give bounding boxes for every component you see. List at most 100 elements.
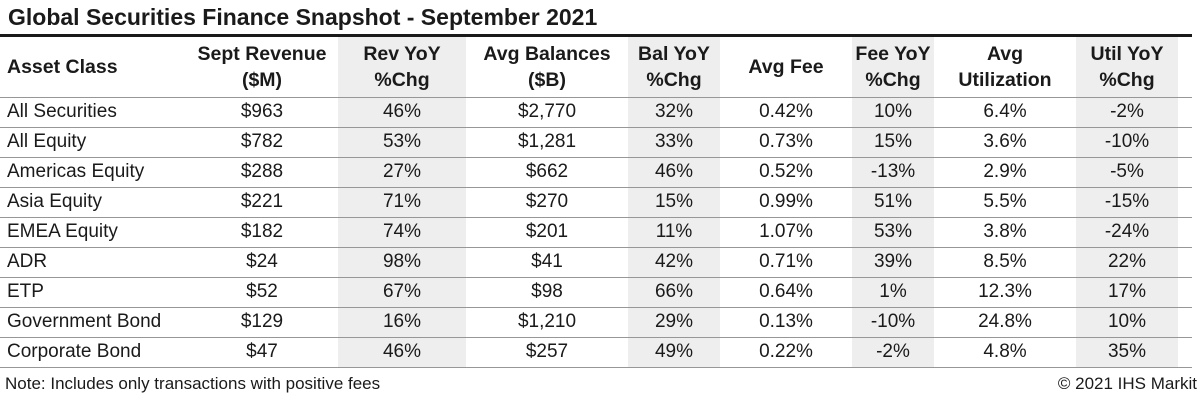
row-filler [1178,337,1192,368]
value-cell-bal-yoy-chg: 46% [628,157,720,188]
securities-finance-table: Asset Class Sept Revenue ($M) Rev YoY %Chg Av… [0,37,1192,368]
value-cell-fee-yoy-chg: 39% [852,247,934,278]
value-cell-avg-balances-b: $1,281 [466,127,628,158]
value-cell-avg-balances-b: $41 [466,247,628,278]
asset-class-cell: ETP [0,277,186,308]
row-filler [1178,217,1192,248]
value-cell-bal-yoy-chg: 32% [628,97,720,128]
column-header-line: %Chg [865,68,921,91]
column-header-avg-fee: Avg Fee [720,37,852,98]
row-filler [1178,187,1192,218]
value-cell-avg-utilization: 6.4% [934,97,1076,128]
value-cell-sept-revenue-m: $47 [186,337,338,368]
table-row: Asia Equity $221 71% $270 15% 0.99% 51% 5.5% -15… [0,187,1192,218]
value-cell-rev-yoy-chg: 98% [338,247,466,278]
value-cell-rev-yoy-chg: 46% [338,97,466,128]
value-cell-fee-yoy-chg: -2% [852,337,934,368]
value-cell-avg-fee: 0.42% [720,97,852,128]
asset-class-cell: Americas Equity [0,157,186,188]
value-cell-rev-yoy-chg: 27% [338,157,466,188]
column-header-line: %Chg [1099,68,1155,91]
value-cell-avg-fee: 1.07% [720,217,852,248]
row-filler [1178,277,1192,308]
row-filler [1178,307,1192,338]
value-cell-avg-utilization: 3.8% [934,217,1076,248]
row-filler [1178,157,1192,188]
asset-class-cell: All Securities [0,97,186,128]
column-header-asset-class: Asset Class [0,37,186,98]
asset-class-cell: Corporate Bond [0,337,186,368]
table-row: All Equity $782 53% $1,281 33% 0.73% 15% 3.6% -1… [0,127,1192,158]
header-filler [1178,37,1192,98]
column-header-fee-yoy-chg: Fee YoY %Chg [852,37,934,98]
column-header-line: Fee YoY [855,42,931,65]
value-cell-util-yoy-chg: 35% [1076,337,1178,368]
asset-class-cell: EMEA Equity [0,217,186,248]
column-header-line: Avg [986,42,1024,65]
asset-class-cell: All Equity [0,127,186,158]
value-cell-sept-revenue-m: $52 [186,277,338,308]
row-filler [1178,247,1192,278]
value-cell-rev-yoy-chg: 53% [338,127,466,158]
title-rule [0,34,1192,37]
column-header-bal-yoy-chg: Bal YoY %Chg [628,37,720,98]
value-cell-avg-balances-b: $201 [466,217,628,248]
value-cell-bal-yoy-chg: 33% [628,127,720,158]
value-cell-fee-yoy-chg: -13% [852,157,934,188]
table-row: Corporate Bond $47 46% $257 49% 0.22% -2% 4.8% 3… [0,337,1192,368]
row-filler [1178,127,1192,158]
value-cell-sept-revenue-m: $963 [186,97,338,128]
value-cell-fee-yoy-chg: 10% [852,97,934,128]
value-cell-util-yoy-chg: 22% [1076,247,1178,278]
value-cell-avg-utilization: 4.8% [934,337,1076,368]
value-cell-rev-yoy-chg: 67% [338,277,466,308]
value-cell-rev-yoy-chg: 74% [338,217,466,248]
value-cell-avg-utilization: 2.9% [934,157,1076,188]
page-title: Global Securities Finance Snapshot - Sep… [8,4,598,30]
value-cell-avg-fee: 0.22% [720,337,852,368]
table-row: ADR $24 98% $41 42% 0.71% 39% 8.5% 22% [0,247,1192,278]
value-cell-avg-utilization: 5.5% [934,187,1076,218]
value-cell-bal-yoy-chg: 29% [628,307,720,338]
column-header-line: Sept Revenue [197,42,327,65]
value-cell-bal-yoy-chg: 11% [628,217,720,248]
value-cell-fee-yoy-chg: 15% [852,127,934,158]
value-cell-avg-fee: 0.64% [720,277,852,308]
value-cell-avg-balances-b: $98 [466,277,628,308]
value-cell-sept-revenue-m: $288 [186,157,338,188]
value-cell-avg-utilization: 3.6% [934,127,1076,158]
column-header-line: %Chg [646,68,702,91]
column-header-line: Avg Balances [483,42,611,65]
value-cell-avg-utilization: 12.3% [934,277,1076,308]
value-cell-avg-balances-b: $257 [466,337,628,368]
value-cell-util-yoy-chg: -10% [1076,127,1178,158]
value-cell-rev-yoy-chg: 71% [338,187,466,218]
value-cell-sept-revenue-m: $24 [186,247,338,278]
value-cell-avg-fee: 0.13% [720,307,852,338]
asset-class-cell: Government Bond [0,307,186,338]
column-header-sept-revenue-m: Sept Revenue ($M) [186,37,338,98]
value-cell-avg-fee: 0.99% [720,187,852,218]
value-cell-avg-balances-b: $1,210 [466,307,628,338]
column-header-avg-balances-b: Avg Balances ($B) [466,37,628,98]
value-cell-fee-yoy-chg: 53% [852,217,934,248]
asset-class-cell: ADR [0,247,186,278]
value-cell-util-yoy-chg: 10% [1076,307,1178,338]
value-cell-sept-revenue-m: $182 [186,217,338,248]
value-cell-bal-yoy-chg: 66% [628,277,720,308]
value-cell-bal-yoy-chg: 15% [628,187,720,218]
row-filler [1178,97,1192,128]
table-header-row: Asset Class Sept Revenue ($M) Rev YoY %Chg Av… [0,37,1192,98]
value-cell-util-yoy-chg: -24% [1076,217,1178,248]
column-header-line: Bal YoY [638,42,710,65]
table-row: All Securities $963 46% $2,770 32% 0.42% 10% 6.… [0,97,1192,128]
column-header-line: Utilization [958,68,1052,91]
value-cell-avg-balances-b: $662 [466,157,628,188]
value-cell-sept-revenue-m: $782 [186,127,338,158]
table-footer: Note: Includes only transactions with po… [0,368,1197,394]
copyright: © 2021 IHS Markit [1057,373,1197,393]
column-header-line: Avg Fee [748,55,824,78]
value-cell-avg-fee: 0.71% [720,247,852,278]
footnote: Note: Includes only transactions with po… [5,373,381,393]
column-header-line: Asset Class [7,55,118,78]
